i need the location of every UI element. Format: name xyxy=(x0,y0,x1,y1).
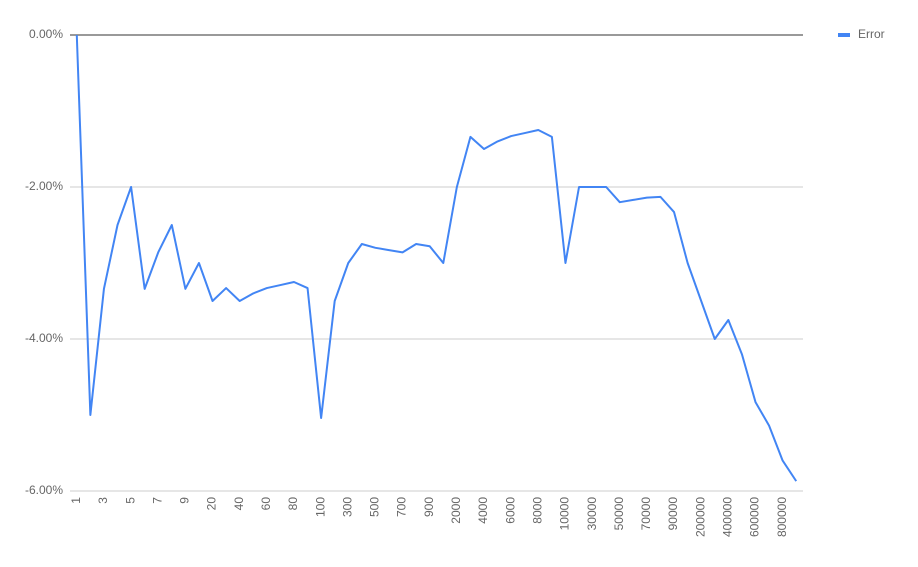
x-tick-label: 40 xyxy=(232,497,246,511)
x-tick-label: 1 xyxy=(69,497,83,504)
x-tick-label: 5 xyxy=(123,497,137,504)
x-tick-label: 30000 xyxy=(585,497,599,531)
x-tick-label: 3 xyxy=(96,497,110,504)
x-tick-label: 80 xyxy=(286,497,300,511)
x-tick-label: 60 xyxy=(259,497,273,511)
y-tick-label: -2.00% xyxy=(25,179,63,193)
y-tick-label: 0.00% xyxy=(29,27,63,41)
x-tick-label: 50000 xyxy=(612,497,626,531)
x-tick-label: 800000 xyxy=(775,497,789,537)
x-tick-label: 10000 xyxy=(558,497,572,531)
y-tick-label: -6.00% xyxy=(25,483,63,497)
y-tick-label: -4.00% xyxy=(25,331,63,345)
x-tick-label: 6000 xyxy=(503,497,517,524)
x-tick-label: 4000 xyxy=(476,497,490,524)
x-tick-label: 600000 xyxy=(748,497,762,537)
x-tick-label: 400000 xyxy=(721,497,735,537)
x-tick-label: 300 xyxy=(340,497,354,517)
x-tick-label: 8000 xyxy=(530,497,544,524)
x-tick-label: 500 xyxy=(368,497,382,517)
x-tick-label: 100 xyxy=(313,497,327,517)
x-tick-label: 7 xyxy=(150,497,164,504)
x-tick-label: 90000 xyxy=(666,497,680,531)
x-tick-label: 20 xyxy=(205,497,219,511)
x-tick-label: 70000 xyxy=(639,497,653,531)
x-tick-label: 200000 xyxy=(693,497,707,537)
x-tick-label: 700 xyxy=(395,497,409,517)
legend-label: Error xyxy=(858,27,885,41)
line xyxy=(75,34,798,482)
x-tick-label: 2000 xyxy=(449,497,463,524)
x-tick-label: 900 xyxy=(422,497,436,517)
x-tick-label: 9 xyxy=(178,497,192,504)
